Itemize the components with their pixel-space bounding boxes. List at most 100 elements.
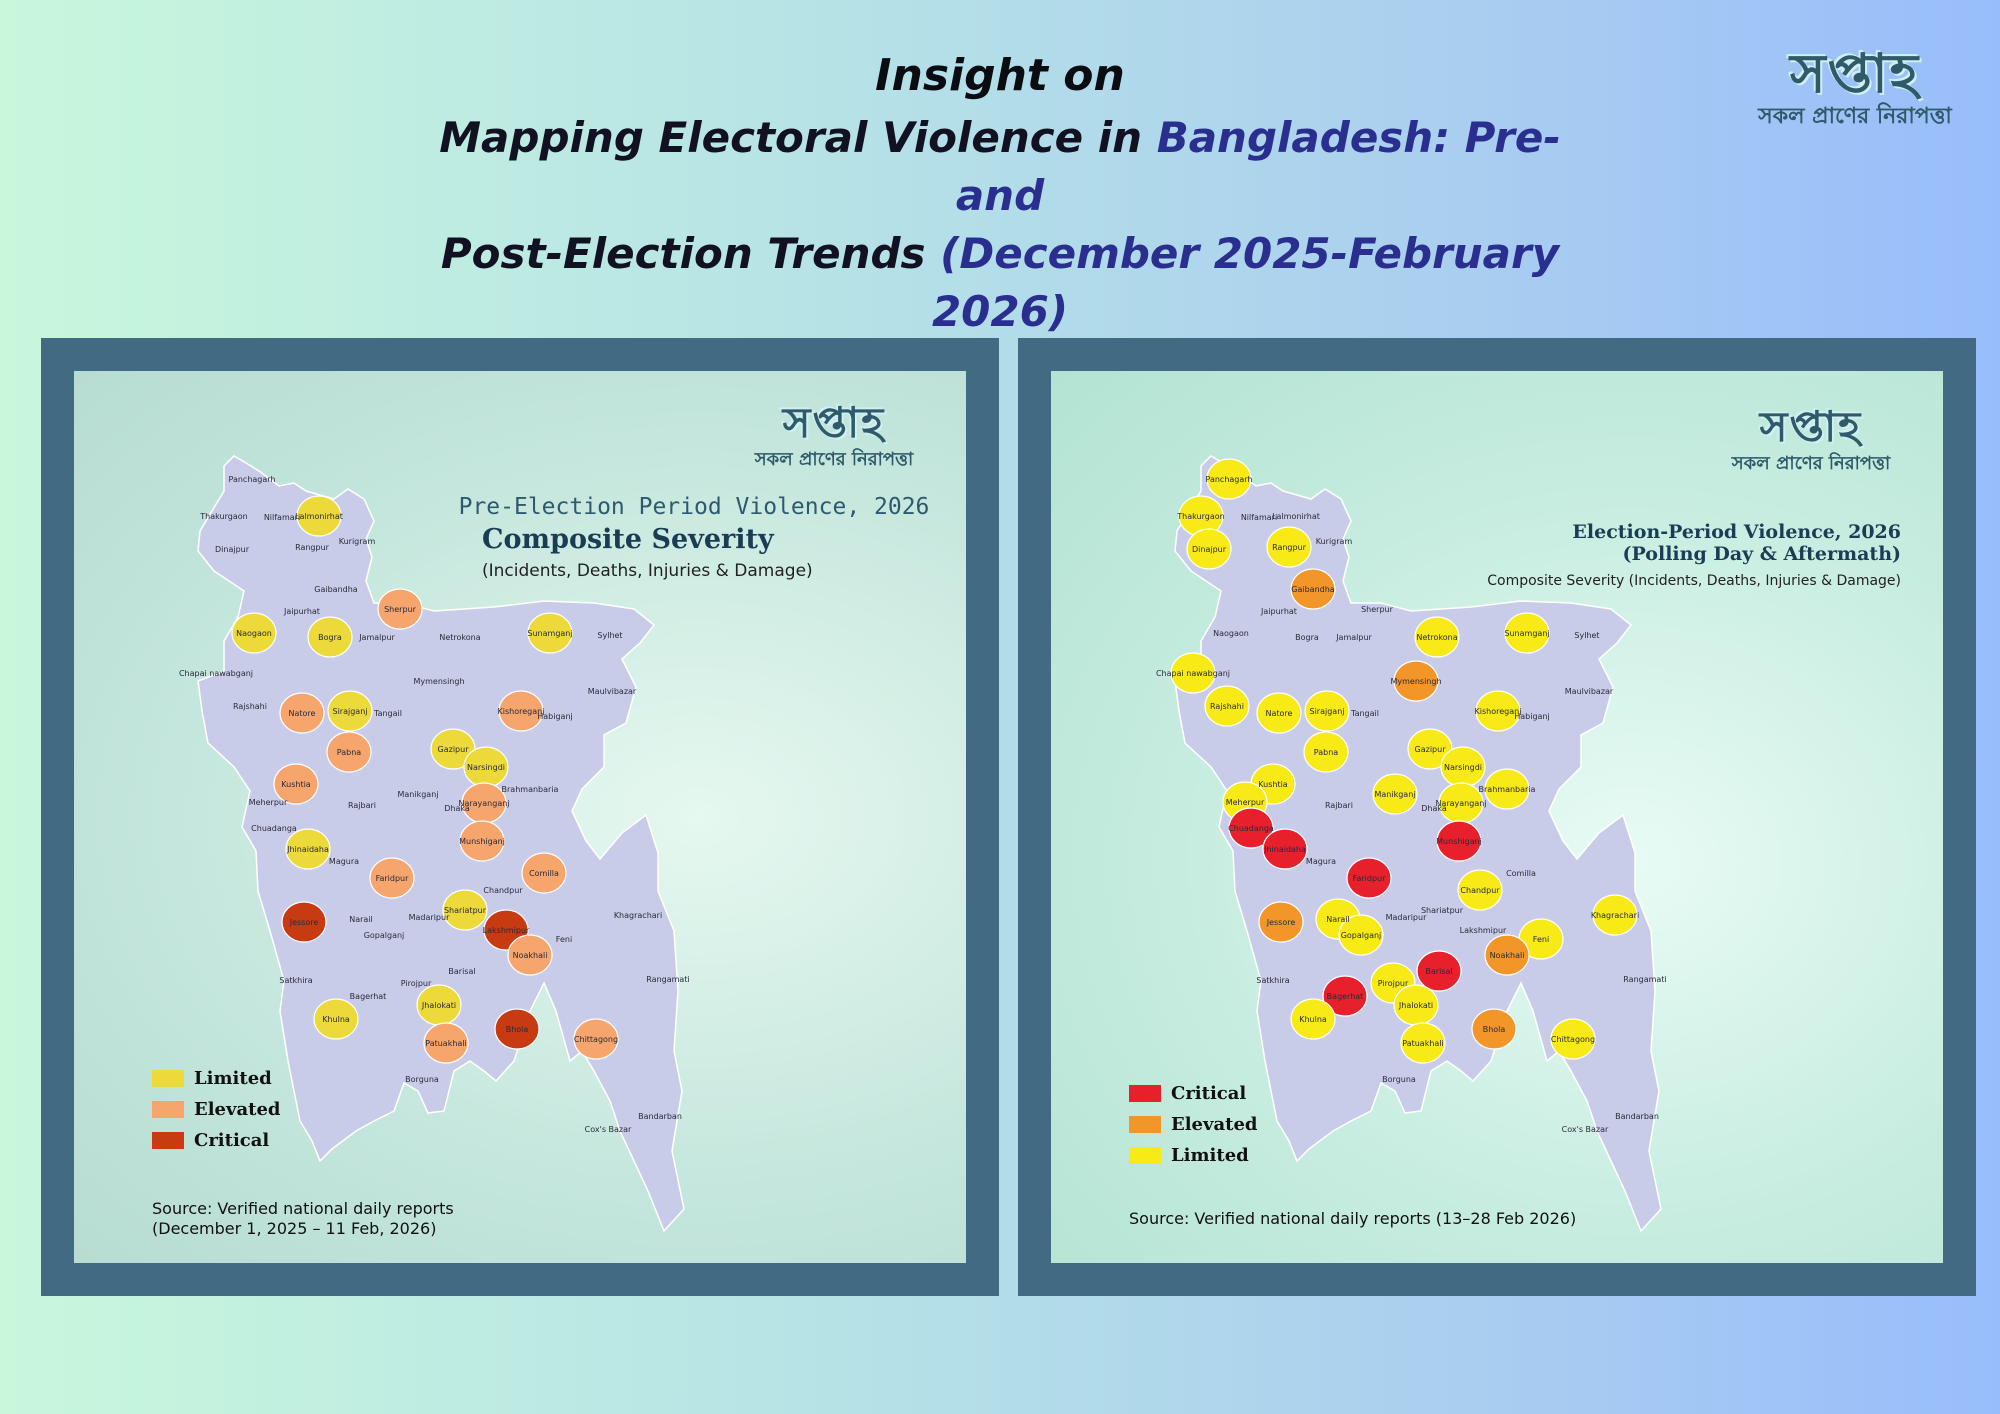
logo-mark: সপ্তাহ [1745, 44, 1965, 104]
district-label: Munshiganj [459, 837, 505, 846]
logo-mark: সপ্তাহ [1711, 403, 1911, 451]
district-label: Sunamganj [527, 629, 572, 638]
district-label: Naogaon [236, 629, 272, 638]
district-label: Feni [556, 935, 572, 944]
legend-item-elevated: Elevated [152, 1094, 280, 1125]
legend-label: Critical [194, 1130, 269, 1151]
district-label: Borguna [1382, 1075, 1416, 1084]
district-label: Khagrachari [614, 911, 662, 920]
district-label: Chapai nawabganj [179, 669, 253, 678]
district-label: Jhalokati [421, 1001, 456, 1010]
district-label: Jamalpur [358, 633, 395, 642]
district-label: Noakhali [1490, 951, 1525, 960]
district-label: Bandarban [638, 1112, 682, 1121]
legend-item-critical: Critical [152, 1125, 280, 1156]
district-label: Bagerhat [350, 992, 387, 1001]
district-label: Meherpur [1226, 798, 1265, 807]
district-label: Dinajpur [1192, 545, 1227, 554]
district-label: Patuakhali [425, 1039, 467, 1048]
legend-swatch-critical [152, 1132, 184, 1149]
district-label: Jessore [1266, 918, 1296, 927]
district-label: Tangail [373, 709, 402, 718]
source-line-1: Source: Verified national daily reports [152, 1199, 454, 1219]
district-label: Barisal [1425, 967, 1452, 976]
district-label: Gaibandha [314, 585, 358, 594]
district-label: Sunamganj [1504, 629, 1549, 638]
district-label: Faridpur [376, 874, 410, 883]
district-label: Kurigram [339, 537, 376, 546]
district-label: Natore [1266, 709, 1293, 718]
district-label: Chandpur [1460, 886, 1500, 895]
district-label: Barisal [448, 967, 475, 976]
district-label: Narayanganj [458, 799, 509, 808]
header-line-3: Post-Election Trends (December 2025-Febr… [420, 225, 1580, 283]
district-label: Gazipur [1415, 745, 1447, 754]
district-label: Rajshahi [1210, 702, 1244, 711]
source-line: Source: Verified national daily reports … [1129, 1209, 1576, 1229]
district-label: Rajbari [348, 801, 376, 810]
district-label: Brahmanbaria [502, 785, 559, 794]
district-label: Bandarban [1615, 1112, 1659, 1121]
district-label: Netrokona [1416, 633, 1457, 642]
district-label: Rangamati [1623, 975, 1666, 984]
pre-election-map-canvas: Panchagarh Thakurgaon Nilfamari Lalmonirhat… [74, 371, 966, 1263]
legend-swatch-elevated [152, 1101, 184, 1118]
period-title: Pre-Election Period Violence, 2026 [454, 494, 934, 520]
election-period-source: Source: Verified national daily reports … [1129, 1209, 1576, 1229]
district-label: Manikganj [1374, 790, 1415, 799]
header-line-4-text: 2026) [932, 287, 1068, 336]
logo-mark: সপ্তাহ [734, 399, 934, 447]
district-label: Narsingdi [467, 763, 505, 772]
district-label: Lakshmipur [483, 926, 530, 935]
legend-label: Limited [194, 1068, 272, 1089]
pre-election-map-panel: Panchagarh Thakurgaon Nilfamari Lalmonirhat… [41, 338, 999, 1296]
district-label: Rangamati [646, 975, 689, 984]
district-label: Mymensingh [1390, 677, 1441, 686]
district-label: Feni [1533, 935, 1549, 944]
district-label: Maulvibazar [1565, 687, 1614, 696]
district-label: Mymensingh [413, 677, 464, 686]
district-label: Jhalokati [1398, 1001, 1433, 1010]
legend-item-elevated: Elevated [1129, 1109, 1257, 1140]
legend-item-limited: Limited [1129, 1140, 1257, 1171]
subtitle: (Incidents, Deaths, Injuries & Damage) [454, 561, 934, 581]
district-label: Jessore [289, 918, 319, 927]
header-line-3-black: Post-Election Trends [441, 229, 940, 278]
district-label: Kurigram [1316, 537, 1353, 546]
district-label: Bogra [318, 633, 342, 642]
district-label: Gopalganj [364, 931, 405, 940]
district-label: Bhola [506, 1025, 529, 1034]
legend-swatch-elevated [1129, 1116, 1161, 1133]
district-label: Satkhira [279, 976, 312, 985]
district-label: Shariatpur [1421, 906, 1464, 915]
district-label: Sylhet [597, 631, 622, 640]
district-label: Narail [349, 915, 373, 924]
district-label: Noakhali [513, 951, 548, 960]
legend-label: Elevated [194, 1099, 280, 1120]
district-label: Chittagong [574, 1035, 618, 1044]
district-label: Lalmonirhat [295, 512, 343, 521]
district-label: Netrokona [439, 633, 480, 642]
legend-swatch-limited [152, 1070, 184, 1087]
district-label: Gazipur [438, 745, 470, 754]
district-label: Cox's Bazar [585, 1125, 632, 1134]
district-label: Borguna [405, 1075, 439, 1084]
legend-swatch-limited [1129, 1147, 1161, 1164]
district-label: Rajbari [1325, 801, 1353, 810]
district-label: Lalmonirhat [1272, 512, 1320, 521]
district-label: Jaipurhat [1260, 607, 1297, 616]
legend-label: Critical [1171, 1083, 1246, 1104]
district-label: Thakurgaon [1176, 512, 1224, 521]
district-label: Faridpur [1353, 874, 1387, 883]
district-label: Comilla [529, 869, 559, 878]
title-line-2: (Polling Day & Aftermath) [1431, 543, 1901, 565]
district-label: Khulna [1299, 1015, 1327, 1024]
panel-logo-left: সপ্তাহ সকল প্রাণের নিরাপত্তা [734, 399, 934, 473]
pre-election-titles: Pre-Election Period Violence, 2026 Compo… [454, 494, 934, 581]
district-label: Jaipurhat [283, 607, 320, 616]
district-label: Jhinaidaha [1263, 845, 1306, 854]
district-label: Pirojpur [401, 979, 432, 988]
legend-swatch-critical [1129, 1085, 1161, 1102]
district-label: Cox's Bazar [1562, 1125, 1609, 1134]
district-label: Chandpur [483, 886, 523, 895]
